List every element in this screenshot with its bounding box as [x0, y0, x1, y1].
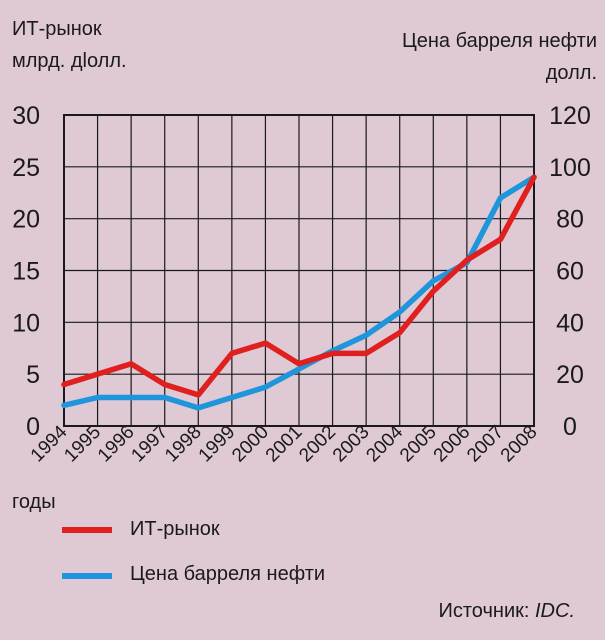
left-tick-label: 10: [12, 309, 40, 337]
x-tick-label: 1999: [195, 422, 240, 467]
source-note: Источник: IDC.: [439, 600, 576, 623]
series-line-it-market: [61, 174, 537, 398]
right-tick-label: 0: [563, 413, 577, 441]
x-tick-label: 2001: [262, 422, 307, 467]
right-tick-label: 20: [556, 361, 584, 389]
x-tick-label: 2002: [295, 422, 340, 467]
right-tick-label: 120: [549, 102, 591, 130]
legend-label-it-market: ИТ-рынок: [130, 518, 220, 540]
x-tick-label: 1996: [94, 422, 139, 467]
source-name: IDC.: [535, 600, 575, 622]
series: [61, 174, 537, 411]
x-tick-label: 2003: [329, 422, 374, 467]
left-axis-ticks: 0 5 10 15 20 25 30: [12, 102, 40, 441]
right-tick-label: 40: [556, 309, 584, 337]
source-prefix: Источник:: [438, 600, 535, 622]
x-tick-label: 2000: [228, 422, 273, 467]
legend-swatch-oil-price: [62, 573, 112, 579]
right-tick-label: 60: [556, 258, 584, 286]
grid: [63, 114, 535, 427]
right-tick-label: 100: [549, 154, 591, 182]
x-axis-ticks: 1994199519961997199819992000200120022003…: [27, 421, 542, 466]
right-tick-label: 80: [556, 206, 584, 234]
left-tick-label: 30: [12, 102, 40, 130]
x-tick-label: 1998: [161, 422, 206, 467]
legend-swatch-it-market: [62, 527, 112, 533]
x-tick-label: 2006: [430, 422, 475, 467]
right-axis-title: Цена барреля нефти: [401, 30, 597, 52]
x-tick-label: 1995: [60, 422, 105, 467]
left-axis-unit: млрд. дlолл.: [12, 50, 127, 72]
left-tick-label: 5: [26, 361, 40, 389]
x-tick-label: 1997: [128, 422, 173, 467]
right-axis-ticks: 0 20 40 60 80 100 120: [549, 102, 591, 441]
left-tick-label: 0: [26, 413, 40, 441]
left-axis-title: ИТ-рынок: [12, 18, 102, 40]
x-tick-label: 2005: [396, 422, 441, 467]
x-tick-label: 2004: [363, 421, 408, 466]
right-axis-unit: долл.: [545, 62, 597, 84]
left-tick-label: 20: [12, 206, 40, 234]
x-tick-label: 2007: [463, 422, 508, 467]
left-tick-label: 25: [12, 154, 40, 182]
left-tick-label: 15: [12, 258, 40, 286]
x-tick-label: 2008: [497, 422, 542, 467]
x-axis-label: годы: [12, 491, 56, 513]
legend-label-oil-price: Цена барреля нефти: [130, 563, 326, 585]
